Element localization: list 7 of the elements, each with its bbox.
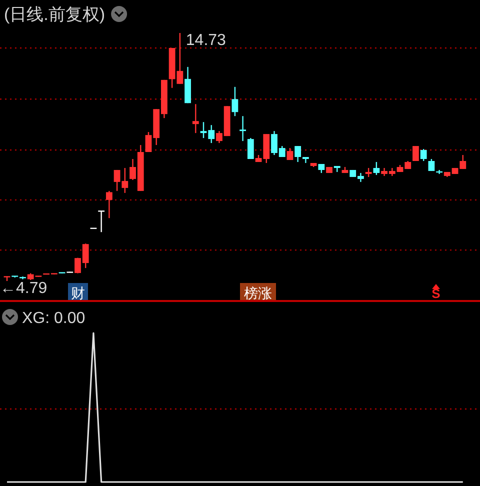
text: 财 bbox=[71, 285, 85, 301]
text: 榜涨 bbox=[244, 285, 272, 301]
text: S bbox=[432, 286, 441, 301]
chart-title: XG: 0.00 bbox=[22, 310, 86, 327]
chart-title: (日线.前复权) bbox=[4, 5, 106, 24]
annotation: ←4.79 bbox=[0, 280, 48, 297]
annotation: 14.73 bbox=[186, 32, 226, 49]
